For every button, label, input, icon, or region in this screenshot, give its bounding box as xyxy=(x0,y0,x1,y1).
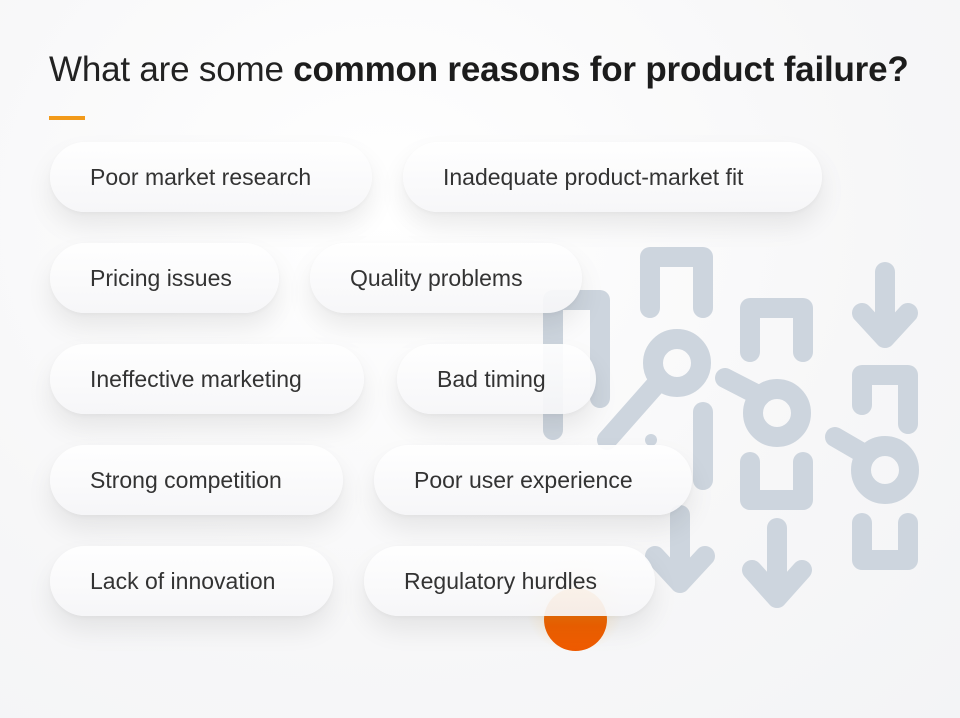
ring-shape xyxy=(743,379,811,447)
ring-shape xyxy=(851,436,919,504)
bracket-shape xyxy=(640,247,713,318)
reason-pill: Pricing issues xyxy=(50,243,279,313)
reason-pill: Lack of innovation xyxy=(50,546,333,616)
accent-underline xyxy=(49,116,85,120)
arrow-down-icon xyxy=(645,505,715,593)
arrow-down-icon xyxy=(852,262,918,348)
line-shape xyxy=(597,370,670,450)
reason-pill: Strong competition xyxy=(50,445,343,515)
arrow-down-icon xyxy=(742,518,812,608)
bracket-shape xyxy=(740,298,813,362)
bracket-shape xyxy=(852,365,918,434)
dot-shape xyxy=(645,434,657,446)
reason-pill: Inadequate product-market fit xyxy=(403,142,822,212)
title-bold: common reasons for product failure? xyxy=(293,50,909,89)
reason-pill: Poor user experience xyxy=(374,445,692,515)
reason-pill: Bad timing xyxy=(397,344,596,414)
title-prefix: What are some xyxy=(49,50,294,89)
ring-shape xyxy=(643,329,711,397)
reason-pill: Quality problems xyxy=(310,243,582,313)
bracket-shape xyxy=(852,513,918,570)
reason-pill: Poor market research xyxy=(50,142,372,212)
reason-pill: Regulatory hurdles xyxy=(364,546,655,616)
reason-pill: Ineffective marketing xyxy=(50,344,364,414)
page-title: What are some common reasons for product… xyxy=(49,50,909,90)
bracket-shape xyxy=(740,452,813,510)
